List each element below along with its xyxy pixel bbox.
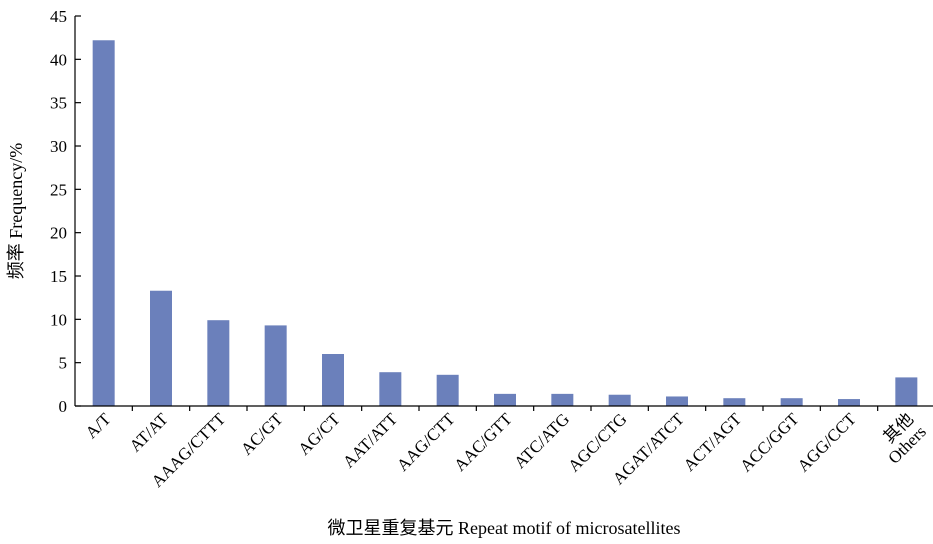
bar	[494, 393, 516, 406]
x-axis-title: 微卫星重复基元 Repeat motif of microsatellites	[328, 518, 681, 538]
x-category-label: AT/AT	[126, 409, 173, 456]
y-tick-label: 0	[59, 397, 68, 416]
bar	[150, 290, 172, 406]
bar	[92, 40, 115, 407]
bar	[780, 398, 803, 406]
x-category-label-line: AT/AT	[126, 409, 173, 456]
x-category-label: ACC/GGT	[736, 409, 803, 476]
y-tick-label: 15	[50, 267, 67, 286]
y-tick-label: 35	[50, 94, 67, 113]
x-category-label-line: AAG/CTT	[393, 409, 459, 475]
x-category-label-line: AAT/ATT	[339, 409, 402, 472]
bar	[551, 393, 574, 406]
bar	[264, 325, 287, 406]
x-category-label-line: ACT/AGT	[680, 409, 746, 475]
x-category-label-line: A/T	[82, 409, 115, 442]
y-tick-label: 20	[50, 224, 67, 243]
y-axis-title: 频率 Frequency/%	[6, 143, 26, 279]
y-tick-label: 40	[50, 50, 67, 69]
x-category-label: AC/GT	[237, 409, 287, 459]
x-category-label-line: ACC/GGT	[736, 409, 803, 476]
bar	[895, 377, 918, 406]
x-category-label: A/T	[82, 409, 115, 442]
x-axis-ticks	[131, 406, 879, 411]
y-tick-label: 30	[50, 137, 67, 156]
bar	[322, 354, 344, 406]
bar	[207, 320, 230, 406]
x-category-label-line: AGG/CCT	[794, 409, 861, 476]
x-category-label: AAT/ATT	[339, 409, 402, 472]
x-category-label: 其他Others	[872, 409, 930, 467]
x-category-label: AG/CT	[294, 409, 344, 459]
y-axis-ticks: 0 5 10 15 20 25 30 35 40 45	[50, 7, 81, 416]
x-category-label: AAC/GTT	[450, 409, 516, 475]
y-tick-label: 10	[50, 310, 67, 329]
bar	[838, 399, 860, 406]
bar	[379, 372, 402, 406]
y-tick-label: 5	[59, 354, 68, 373]
y-tick-label: 45	[50, 7, 67, 26]
y-tick-label: 25	[50, 180, 67, 199]
bar	[436, 374, 459, 406]
x-category-label-line: AAC/GTT	[450, 409, 516, 475]
x-category-label: ACT/AGT	[680, 409, 746, 475]
bar-series	[92, 40, 918, 407]
bar	[608, 394, 631, 406]
x-category-label-line: AC/GT	[237, 409, 287, 459]
bar	[666, 396, 688, 406]
x-category-label: AGG/CCT	[794, 409, 861, 476]
bar	[723, 398, 746, 406]
x-category-label: AAG/CTT	[393, 409, 459, 475]
x-category-label-line: AG/CT	[294, 409, 344, 459]
